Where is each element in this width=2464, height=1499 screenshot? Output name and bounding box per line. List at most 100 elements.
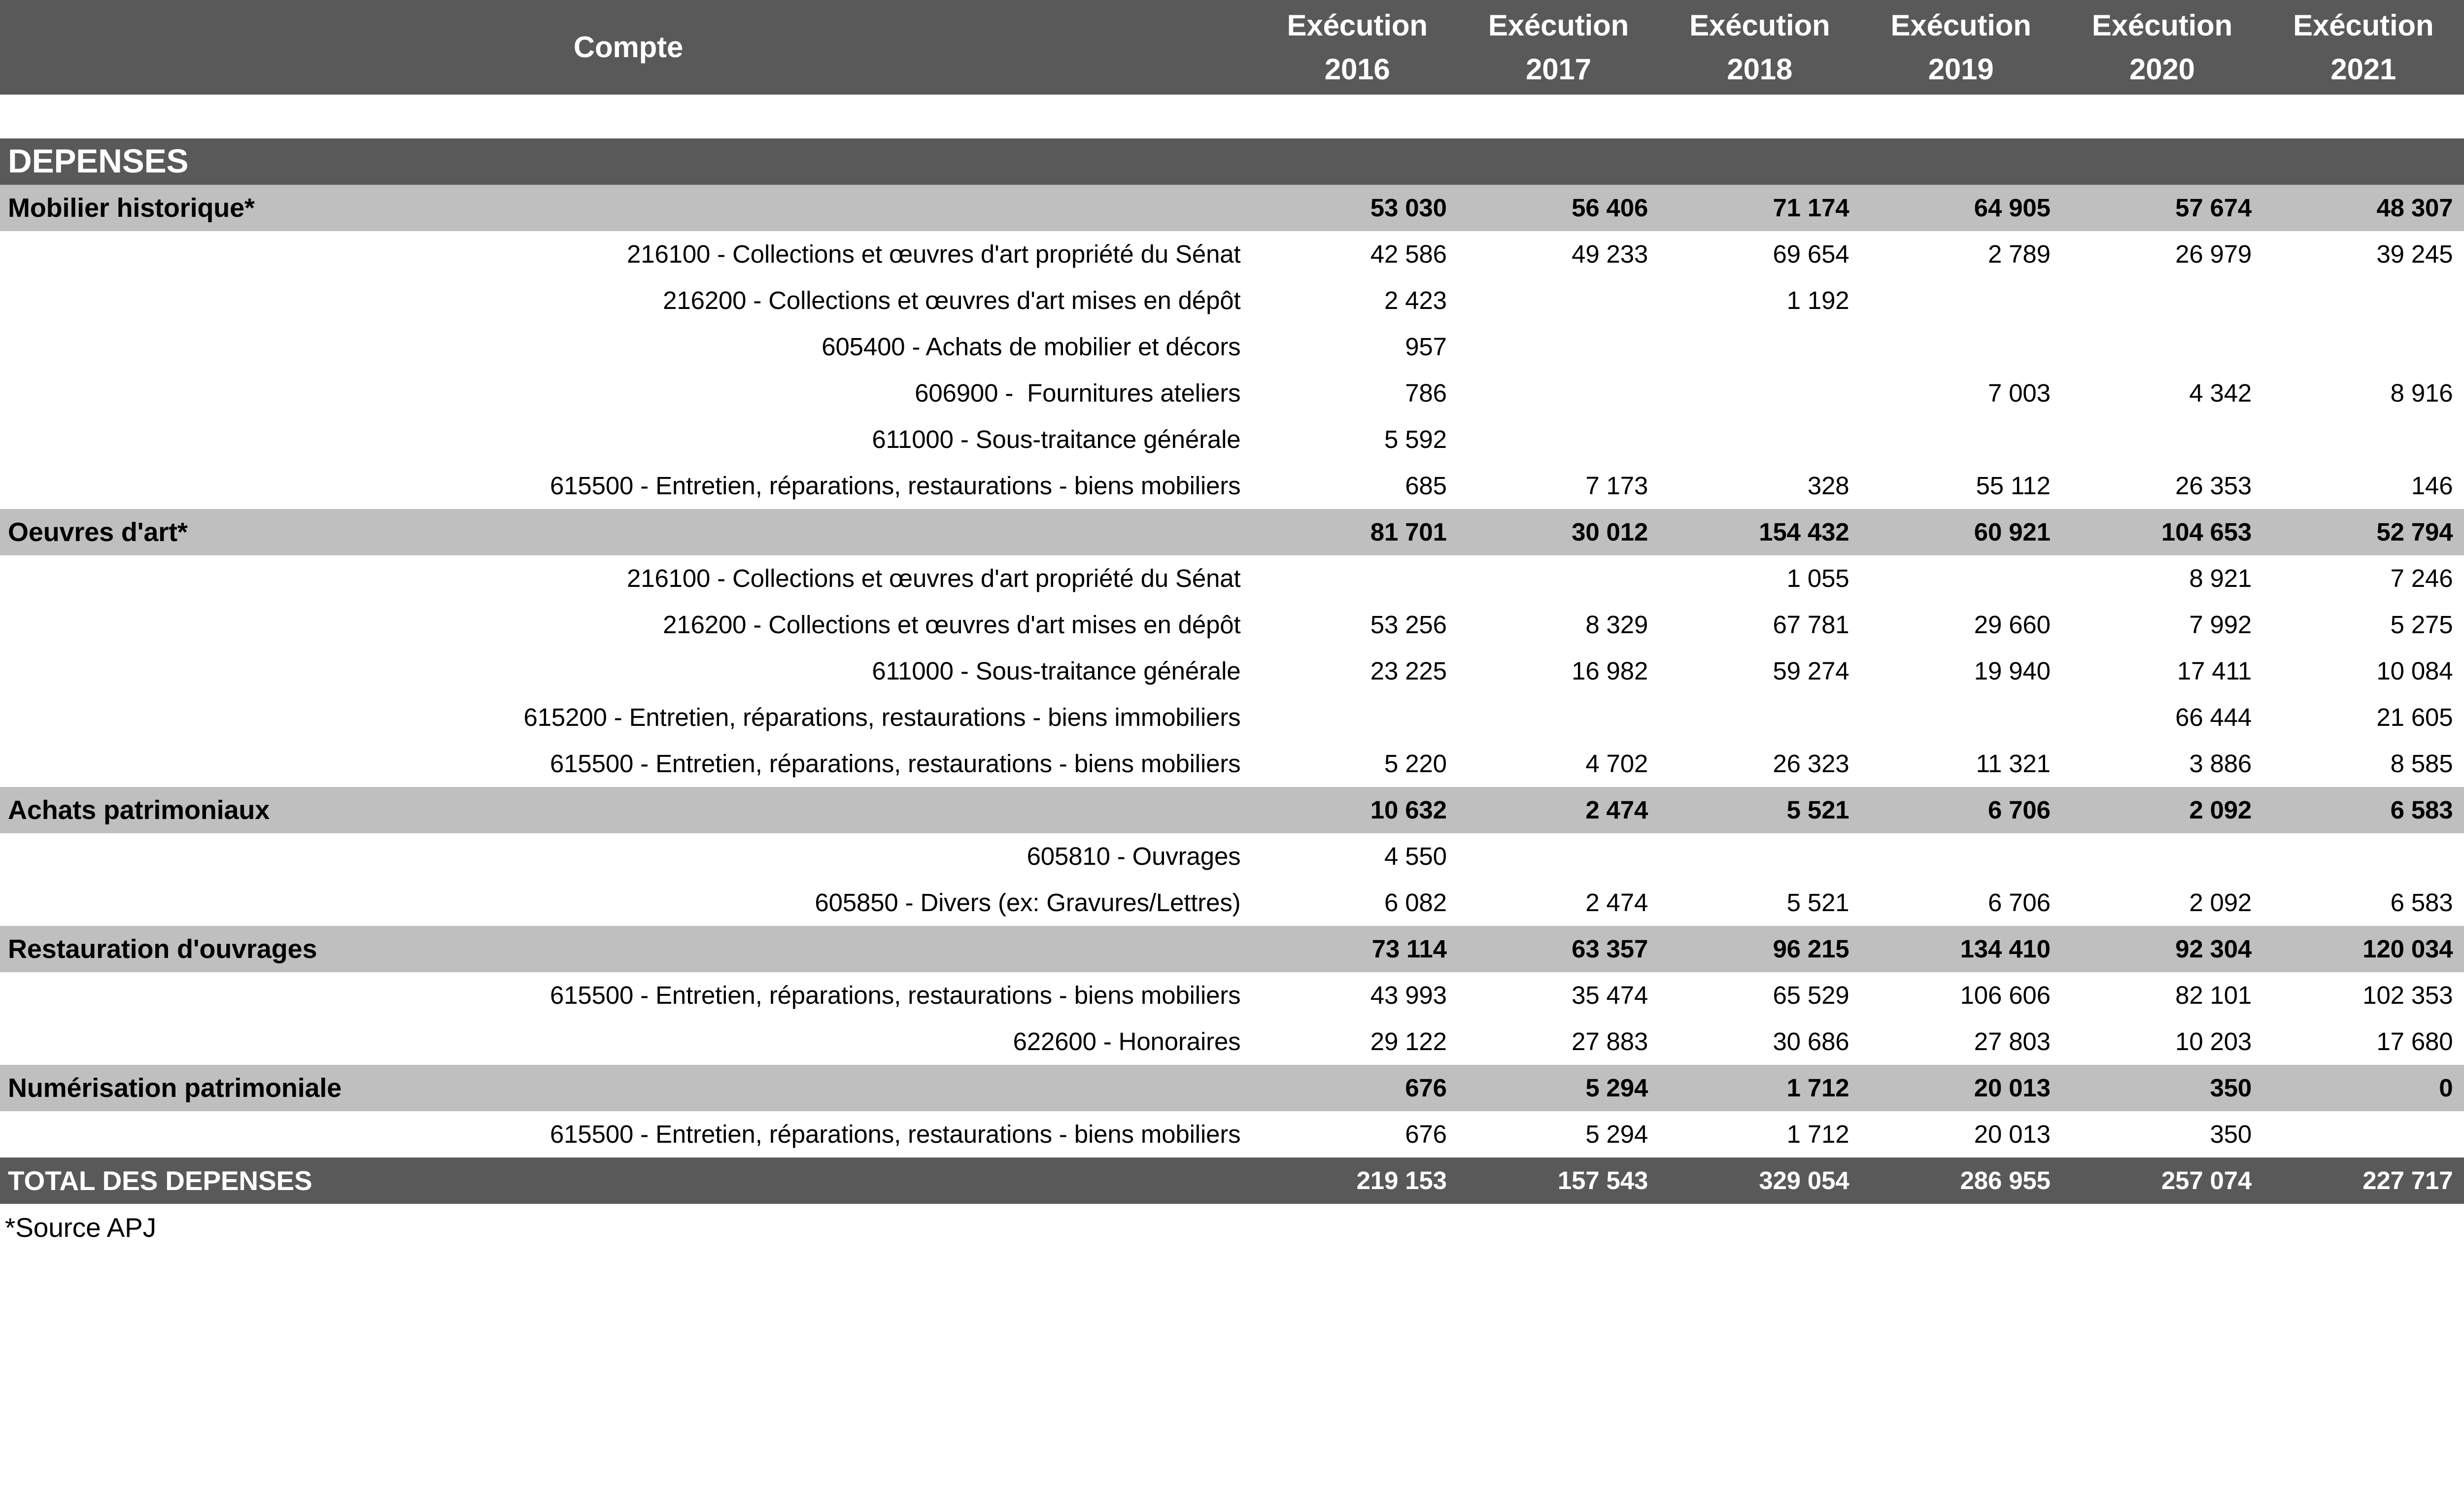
row-value-2019: 106 606	[1960, 981, 2051, 1009]
row-label: Achats patrimoniaux	[8, 795, 270, 825]
row-value-2021: 102 353	[2362, 981, 2453, 1009]
row-value-2018: 329 054	[1759, 1166, 1849, 1194]
row-value-2017: 2 474	[1585, 796, 1648, 824]
row-label: 615500 - Entretien, réparations, restaur…	[550, 1120, 1241, 1148]
row-value-2021: 8 585	[2390, 750, 2453, 778]
column-header-year: 2017	[1526, 52, 1591, 86]
row-label: Mobilier historique*	[8, 193, 255, 223]
column-header-execution-year: Exécution 2016	[1257, 0, 1458, 95]
row-value-2018: 30 686	[1773, 1027, 1849, 1056]
row-value-2019: 2 789	[1987, 240, 2051, 268]
row-value-2018: 1 712	[1786, 1120, 1849, 1148]
row-value-2020: 92 304	[2175, 935, 2252, 963]
row-label: 622600 - Honoraires	[1013, 1027, 1241, 1056]
table-header-row: Compte Exécution 2016 Exécution 2017 Exé…	[0, 0, 2464, 95]
row-value-2018: 65 529	[1773, 981, 1849, 1009]
row-value-2017: 63 357	[1572, 935, 1648, 963]
table-row: 216100 - Collections et œuvres d'art pro…	[0, 555, 2464, 602]
row-value-2018: 71 174	[1773, 194, 1849, 222]
row-value-2016: 43 993	[1370, 981, 1447, 1009]
source-footnote: *Source APJ	[0, 1203, 2464, 1252]
row-value-2021: 227 717	[2362, 1166, 2453, 1194]
row-value-2016: 5 220	[1384, 750, 1447, 778]
row-label: 606900 - Fournitures ateliers	[915, 379, 1241, 407]
row-value-2021: 10 084	[2376, 657, 2453, 685]
table-row: Numérisation patrimoniale 676 5 294 1 71…	[0, 1064, 2464, 1111]
row-value-2019: 60 921	[1974, 518, 2051, 546]
row-value-2020: 350	[2210, 1074, 2252, 1102]
row-value-2019: 286 955	[1960, 1166, 2051, 1194]
row-value-2019: 11 321	[1976, 750, 2051, 778]
table-row: 611000 - Sous-traitance générale 5 592	[0, 416, 2464, 463]
column-header-execution-label: Exécution	[1890, 8, 2031, 42]
row-value-2016: 957	[1405, 333, 1447, 361]
table-row: 615500 - Entretien, réparations, restaur…	[0, 972, 2464, 1019]
row-value-2018: 5 521	[1786, 796, 1849, 824]
column-header-execution-year: Exécution 2020	[2061, 0, 2262, 95]
row-label: 611000 - Sous-traitance générale	[872, 657, 1241, 685]
row-value-2021: 39 245	[2376, 240, 2453, 268]
table-row: 605400 - Achats de mobilier et décors 95…	[0, 323, 2464, 370]
column-header-execution-year: Exécution 2018	[1659, 0, 1860, 95]
row-value-2018: 96 215	[1773, 935, 1849, 963]
row-value-2021: 6 583	[2390, 796, 2453, 824]
row-value-2019: 6 706	[1987, 888, 2051, 917]
row-value-2019: 19 940	[1974, 657, 2051, 685]
table-row: 615500 - Entretien, réparations, restaur…	[0, 1111, 2464, 1158]
row-label: 615200 - Entretien, réparations, restaur…	[523, 703, 1241, 731]
row-value-2021: 6 583	[2390, 888, 2453, 917]
row-label: 615500 - Entretien, réparations, restaur…	[550, 750, 1241, 778]
row-value-2021: 0	[2439, 1074, 2453, 1102]
row-value-2020: 257 074	[2161, 1166, 2252, 1194]
row-value-2018: 328	[1807, 472, 1849, 500]
row-value-2017: 49 233	[1572, 240, 1648, 268]
table-row: DEPENSES	[0, 138, 2464, 185]
row-value-2016: 81 701	[1370, 518, 1447, 546]
row-label: 605850 - Divers (ex: Gravures/Lettres)	[815, 888, 1241, 917]
row-value-2019: 20 013	[1974, 1074, 2051, 1102]
row-value-2020: 26 979	[2175, 240, 2252, 268]
row-value-2019: 20 013	[1974, 1120, 2051, 1148]
row-value-2019: 29 660	[1974, 611, 2051, 639]
row-value-2020: 3 886	[2189, 750, 2252, 778]
column-header-execution-year: Exécution 2019	[1860, 0, 2061, 95]
row-value-2016: 42 586	[1370, 240, 1447, 268]
row-label: 216200 - Collections et œuvres d'art mis…	[663, 286, 1241, 314]
row-value-2016: 53 030	[1370, 194, 1447, 222]
table-row: Restauration d'ouvrages 73 114 63 357 96…	[0, 925, 2464, 972]
table-row: 615500 - Entretien, réparations, restaur…	[0, 462, 2464, 509]
row-value-2017: 16 982	[1572, 657, 1648, 685]
column-header-execution-label: Exécution	[1287, 8, 1428, 42]
table-row: 622600 - Honoraires 29 122 27 883 30 686…	[0, 1018, 2464, 1065]
table-row: 216100 - Collections et œuvres d'art pro…	[0, 231, 2464, 277]
row-value-2018: 1 712	[1786, 1074, 1849, 1102]
row-value-2021: 5 275	[2390, 611, 2453, 639]
row-label: DEPENSES	[8, 143, 189, 180]
row-value-2020: 2 092	[2189, 888, 2252, 917]
column-header-execution-year: Exécution 2017	[1458, 0, 1659, 95]
row-value-2017: 4 702	[1585, 750, 1648, 778]
column-header-execution-year: Exécution 2021	[2263, 0, 2464, 95]
table-body: DEPENSES Mobilier historique* 53 030 56 …	[0, 138, 2464, 1204]
column-header-year: 2018	[1727, 52, 1793, 86]
row-value-2021: 52 794	[2376, 518, 2453, 546]
row-value-2017: 35 474	[1572, 981, 1648, 1009]
table-row: Achats patrimoniaux 10 632 2 474 5 521 6…	[0, 786, 2464, 833]
row-value-2016: 53 256	[1370, 611, 1447, 639]
row-value-2021: 7 246	[2390, 564, 2453, 592]
row-value-2019: 134 410	[1960, 935, 2051, 963]
row-value-2020: 10 203	[2175, 1027, 2252, 1056]
row-value-2020: 8 921	[2189, 564, 2252, 592]
column-header-year: 2016	[1324, 52, 1390, 86]
row-label: 216200 - Collections et œuvres d'art mis…	[663, 611, 1241, 639]
row-value-2020: 66 444	[2175, 703, 2252, 731]
row-label: 605400 - Achats de mobilier et décors	[821, 333, 1241, 361]
header-gap	[0, 94, 2464, 138]
row-label: 605810 - Ouvrages	[1027, 842, 1241, 870]
row-label: 615500 - Entretien, réparations, restaur…	[550, 981, 1241, 1009]
row-value-2016: 4 550	[1384, 842, 1447, 870]
row-value-2017: 157 543	[1557, 1166, 1648, 1194]
row-value-2021: 120 034	[2362, 935, 2453, 963]
table-row: 605810 - Ouvrages 4 550	[0, 833, 2464, 880]
table-row: 605850 - Divers (ex: Gravures/Lettres) 6…	[0, 879, 2464, 926]
